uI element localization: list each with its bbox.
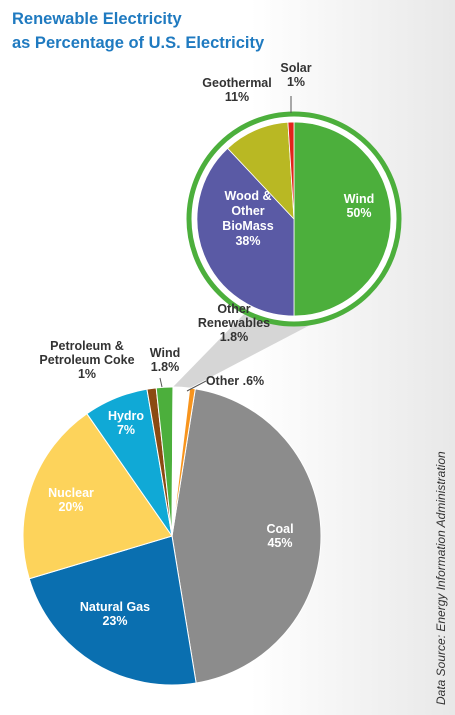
main-hydro-label: Hydro 7% (108, 409, 144, 437)
leader-other (186, 380, 207, 392)
slice-labels: Coal 45% Natural Gas 23% Nuclear 20% Hydro 7% Pe… (39, 61, 374, 628)
zoom-connector (172, 311, 314, 389)
inset-geothermal-label: Geothermal 11% (202, 76, 271, 104)
inset-solar-label: Solar 1% (280, 61, 311, 89)
main-petroleum-and-petroleum-coke-label: Petroleum & Petroleum Coke 1% (39, 339, 134, 381)
chart-title-line-1: Renewable Electricity (12, 10, 182, 28)
slice-natural-gas (28, 535, 197, 686)
main-coal-label: Coal 45% (266, 522, 293, 550)
main-natural-gas-label: Natural Gas 23% (80, 600, 150, 628)
inset-pie (186, 111, 402, 327)
inset-slice-geothermal (227, 121, 295, 221)
slice-nuclear (22, 413, 173, 580)
inset-wind-label: Wind 50% (344, 192, 374, 220)
main-nuclear-label: Nuclear 20% (48, 486, 94, 514)
main-other-renewables-label: Other Renewables 1.8% (198, 302, 270, 344)
main-pie (22, 386, 322, 686)
inset-wood-and-other-biomass-label: Wood & Other BioMass 38% (222, 189, 273, 248)
inset-slice-wood-and-other-biomass (196, 147, 295, 317)
zoom-wedge (172, 311, 314, 389)
inset-slice-wind (293, 121, 392, 317)
slice-coal (171, 388, 322, 684)
chart-title-line-2: as Percentage of U.S. Electricity (12, 34, 265, 52)
main-other-label: Other .6% (206, 374, 264, 388)
data-source-note: Data Source: Energy Information Administ… (434, 451, 448, 705)
leader-petroleum (159, 377, 163, 388)
inset-slice-solar (287, 121, 295, 220)
main-wind-label: Wind 1.8% (150, 346, 180, 374)
